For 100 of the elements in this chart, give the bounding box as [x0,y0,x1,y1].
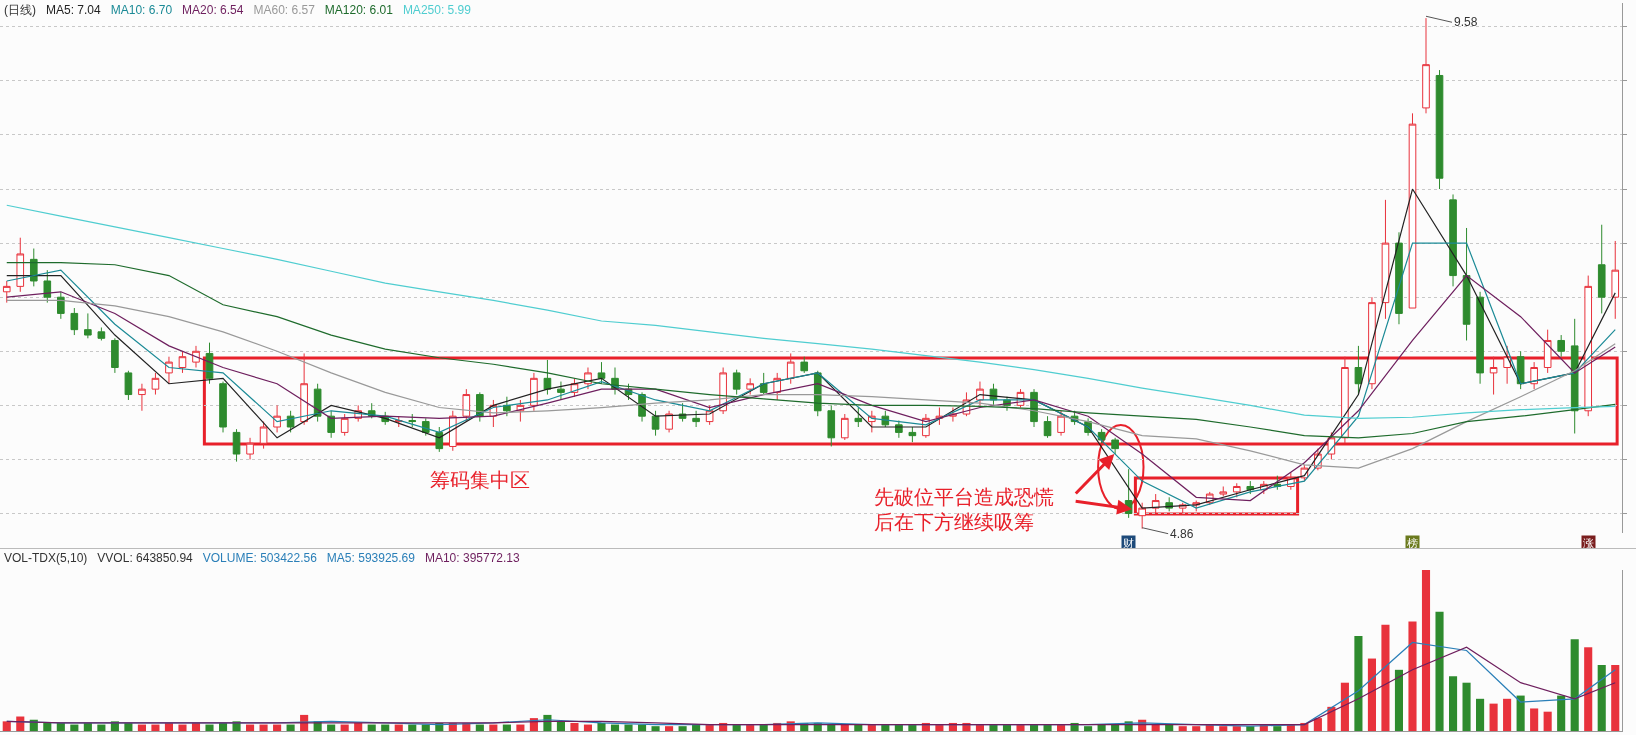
candlestick [111,337,119,374]
candlestick [192,345,200,369]
bar [570,722,579,731]
bar [1043,724,1052,731]
text: MA120: 6.01 [324,3,393,17]
candlestick [16,237,25,293]
candlestick [1489,356,1498,396]
bar [597,722,606,731]
bar [1057,724,1066,731]
bar [1421,570,1431,731]
bar [692,724,701,731]
candlestick [1462,227,1471,341]
chart-title: VOL-TDX(5,10) [4,551,88,565]
chart-title: (日线) [4,3,36,17]
bar [1165,724,1174,731]
candlestick [246,437,254,460]
candlestick [1476,291,1484,385]
candlestick [1530,361,1538,390]
annotation: 后在下方继续吸筹 [874,511,1034,533]
candlestick [665,410,673,433]
annotation: 9.58 [1454,15,1478,29]
bar [1340,682,1349,731]
candlestick [1449,193,1457,287]
bar [2,721,11,731]
candlestick [759,372,768,396]
candlestick [1138,502,1146,530]
annotation: 筹码集中区 [430,469,530,491]
text: MA10: 6.70 [110,3,173,17]
bar [1408,621,1417,731]
bar [1192,726,1201,731]
bar [286,724,295,731]
bar [1178,726,1187,731]
candlestick [1232,482,1241,498]
candlestick [854,407,863,428]
candlestick [827,404,836,447]
bar [1489,703,1498,731]
bar [1016,724,1025,731]
bar [705,724,714,731]
bar [1570,639,1579,731]
bar [583,724,593,731]
candlestick [1057,410,1065,437]
candlestick [327,410,335,439]
bar [70,724,79,731]
bar [637,724,647,731]
bar [1448,676,1458,731]
bar [854,724,863,731]
bar [340,724,349,731]
bar [610,724,620,731]
bar [489,724,498,731]
bar [1084,726,1093,731]
bar [1273,726,1282,731]
bar [732,724,741,731]
candlestick [1543,329,1552,374]
candlestick [786,352,795,385]
candlestick [57,291,65,320]
bar [908,724,917,731]
candlestick [557,381,565,401]
bar [1462,682,1471,731]
bar [178,724,187,731]
candlestick [746,377,754,396]
text: VOLUME: 503422.56 [202,551,317,565]
bar [1394,669,1404,731]
candlestick [543,359,552,396]
candlestick [340,413,349,437]
bar [421,724,430,731]
bar [1530,708,1539,731]
text: MA10: 395772.13 [424,551,520,565]
bar [1232,726,1241,731]
bar [1313,718,1322,731]
candlestick [1503,345,1511,385]
candlestick [70,307,79,336]
bar [1557,695,1566,731]
candlestick [165,356,173,385]
text: MA5: 593925.69 [326,551,415,565]
text: MA5: 7.04 [46,3,101,17]
candlestick [84,312,92,339]
candlestick [43,269,52,304]
text: MA20: 6.54 [182,3,244,17]
bar [502,724,511,731]
bar [1029,724,1039,731]
bar [273,724,282,731]
candlestick [597,361,606,385]
bar [205,724,214,731]
bar [827,724,836,731]
text: 榜 [1407,537,1418,549]
bar [394,724,403,731]
bar [367,724,376,731]
bar [151,724,160,731]
candlestick [408,413,417,428]
bar [1597,664,1606,731]
candlestick [286,410,295,433]
bar [246,724,255,731]
bar [1002,724,1012,731]
candlestick [1422,17,1430,114]
bar [43,722,52,731]
chart-subtitle: VVOL: 643850.94 [97,551,193,565]
bar [1367,658,1376,731]
bar [381,724,390,731]
bar [475,724,484,731]
bar [746,724,755,731]
